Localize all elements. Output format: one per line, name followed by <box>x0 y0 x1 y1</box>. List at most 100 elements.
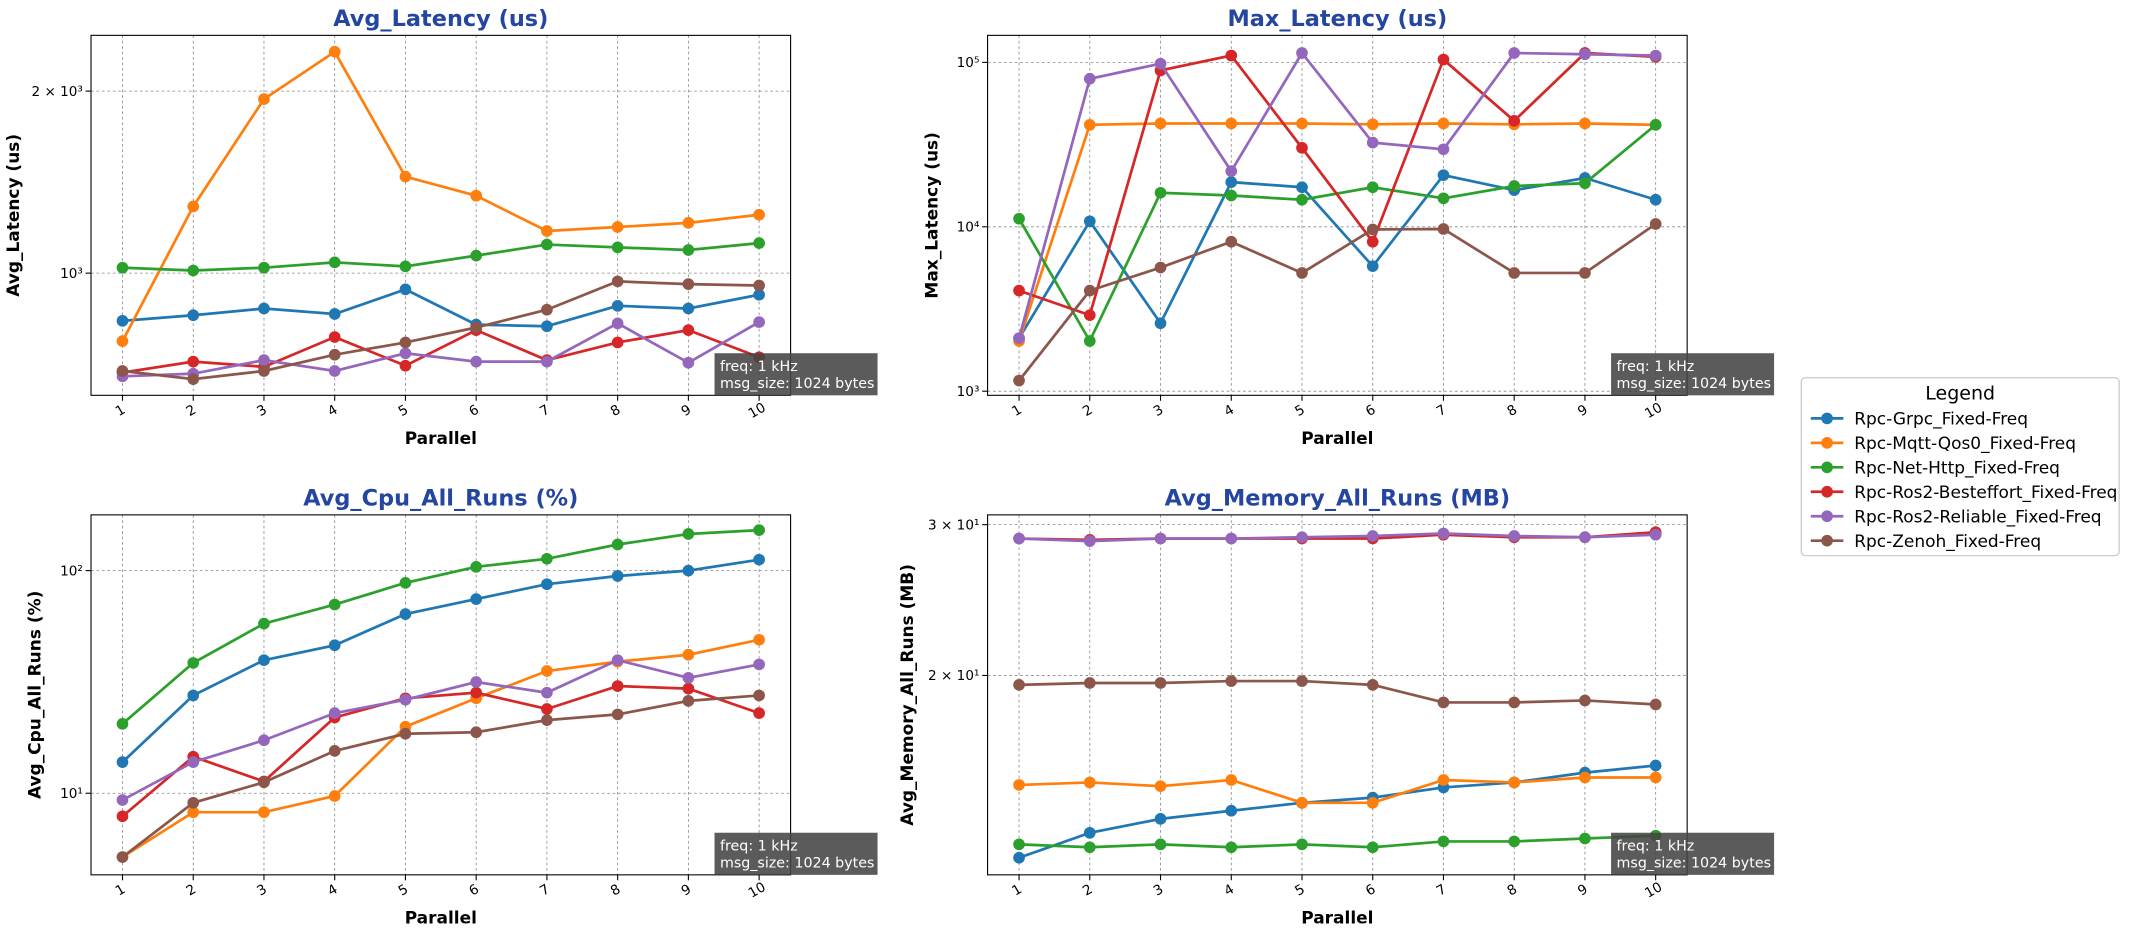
y-tick-label: 10¹ <box>60 786 83 802</box>
data-point <box>1083 776 1096 789</box>
data-point <box>753 633 765 646</box>
data-point <box>541 578 553 591</box>
data-point <box>258 734 270 747</box>
data-point <box>116 261 129 274</box>
data-point <box>1083 841 1096 854</box>
x-axis-label: Parallel <box>405 429 477 449</box>
y-tick-label: 10² <box>60 563 83 579</box>
data-point <box>1649 759 1662 772</box>
x-tick-label: 3 <box>1151 402 1166 420</box>
data-point <box>611 654 624 667</box>
data-point <box>1083 335 1096 347</box>
series-line <box>121 49 760 342</box>
data-point <box>1437 835 1450 848</box>
x-tick-label: 5 <box>1292 881 1307 899</box>
data-point <box>1013 284 1025 297</box>
data-point <box>116 810 129 823</box>
data-point <box>541 665 553 677</box>
annotation-text: freq: 1 kHz <box>720 838 798 854</box>
data-point <box>116 851 129 863</box>
y-axis-label: Avg_Latency (us) <box>4 134 24 297</box>
data-point <box>470 249 483 262</box>
data-point <box>1649 218 1662 230</box>
x-tick-label: 9 <box>679 402 694 420</box>
data-point <box>682 564 695 577</box>
series-line <box>122 241 760 272</box>
data-point <box>1366 679 1379 691</box>
axes-frame <box>987 34 1688 396</box>
data-point <box>328 348 341 361</box>
x-tick-label: 10 <box>1642 879 1665 901</box>
x-tick-label: 2 <box>1080 881 1095 899</box>
data-point <box>328 790 341 802</box>
data-point <box>753 553 765 566</box>
series-line <box>122 320 760 378</box>
data-point <box>753 707 765 719</box>
data-point <box>1225 774 1238 786</box>
data-point <box>682 528 695 540</box>
annotation-text: msg_size: 1024 bytes <box>1617 376 1772 392</box>
series-line <box>122 328 760 374</box>
y-tick-label: 2 × 10¹ <box>928 668 979 684</box>
series-line <box>121 684 760 818</box>
data-point <box>328 256 341 269</box>
data-point <box>258 654 270 667</box>
data-point <box>399 577 412 589</box>
x-tick-label: 4 <box>1222 402 1237 420</box>
data-point <box>1013 532 1025 545</box>
legend-box <box>1800 376 2120 557</box>
series-line <box>122 287 760 328</box>
x-tick-label: 8 <box>608 881 623 899</box>
data-point <box>1366 223 1379 236</box>
data-point <box>187 689 200 702</box>
data-point <box>1508 696 1521 709</box>
x-tick-label: 9 <box>679 881 694 899</box>
annotation-text: freq: 1 kHz <box>1617 838 1695 854</box>
data-point <box>753 279 765 292</box>
data-point <box>1437 223 1450 235</box>
data-point <box>399 359 412 372</box>
x-tick-label: 2 <box>183 402 198 420</box>
data-point <box>1649 698 1662 711</box>
data-point <box>328 365 341 377</box>
legend-marker <box>1821 534 1833 547</box>
chart-title: Avg_Memory_All_Runs (MB) <box>1165 485 1511 511</box>
data-point <box>541 238 553 251</box>
data-point <box>187 309 200 322</box>
data-point <box>1437 527 1450 540</box>
data-point <box>541 303 553 316</box>
data-point <box>1225 176 1238 188</box>
data-point <box>399 336 412 349</box>
x-tick-label: 3 <box>254 881 269 899</box>
data-point <box>611 680 624 692</box>
data-point <box>1366 235 1379 248</box>
data-point <box>470 676 483 688</box>
data-point <box>1225 117 1238 130</box>
y-axis-label: Max_Latency (us) <box>922 132 942 298</box>
data-point <box>1013 779 1025 791</box>
data-point <box>1508 114 1521 127</box>
data-point <box>682 695 695 707</box>
data-point <box>187 657 200 669</box>
data-point <box>258 776 270 789</box>
data-point <box>1579 267 1591 279</box>
data-point <box>1437 169 1450 182</box>
y-tick-label: 10³ <box>60 266 83 282</box>
x-tick-label: 2 <box>1080 402 1095 420</box>
x-tick-label: 5 <box>396 881 411 899</box>
legend-marker <box>1821 412 1833 425</box>
data-point <box>1579 694 1591 707</box>
data-point <box>1225 532 1238 545</box>
x-tick-label: 4 <box>325 402 340 420</box>
data-point <box>116 794 129 806</box>
x-tick-label: 6 <box>1363 402 1378 420</box>
data-point <box>1013 212 1025 225</box>
x-axis-label: Parallel <box>405 909 477 929</box>
series-line <box>1019 532 1656 543</box>
data-point <box>1225 165 1238 177</box>
data-point <box>328 45 341 58</box>
data-point <box>116 335 129 347</box>
data-point <box>258 617 270 630</box>
x-tick-label: 9 <box>1575 402 1590 420</box>
data-point <box>1508 180 1521 192</box>
